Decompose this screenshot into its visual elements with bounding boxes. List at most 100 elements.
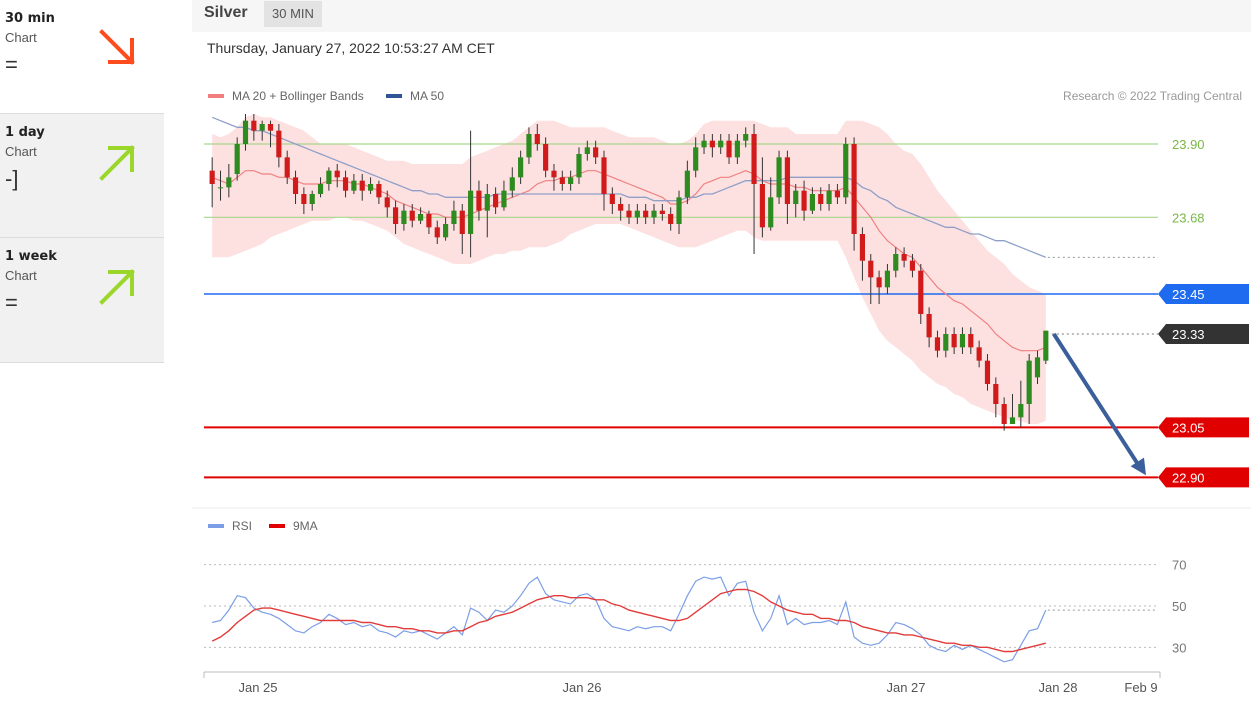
- candle: [726, 134, 732, 164]
- chart-credit: Research © 2022 Trading Central: [1063, 89, 1242, 103]
- legend-label: 9MA: [293, 519, 318, 533]
- candle: [901, 247, 907, 268]
- candle-body: [968, 334, 974, 348]
- price-tag-label: 22.90: [1172, 470, 1205, 485]
- chart-canvas: MA 20 + Bollinger Bands MA 50 Research © 2…: [192, 89, 1251, 695]
- candle: [801, 180, 807, 221]
- candle-body: [801, 190, 807, 211]
- timeframe-chart-link[interactable]: Chart: [5, 144, 37, 159]
- candle-body: [868, 260, 874, 278]
- candle: [851, 137, 857, 251]
- candle-body: [217, 187, 224, 189]
- candle-body: [568, 177, 574, 184]
- price-tag: [1158, 417, 1249, 438]
- candle-body: [309, 194, 315, 204]
- timeframe-chart-link[interactable]: Chart: [5, 268, 37, 283]
- timeframe-label: 30 min: [5, 11, 55, 26]
- candle: [659, 204, 665, 221]
- legend-swatch: [269, 524, 285, 528]
- candle: [209, 157, 215, 208]
- candle: [426, 210, 432, 234]
- arrow-up-right-icon: [99, 269, 135, 305]
- candle: [417, 207, 424, 224]
- candle: [1034, 350, 1041, 384]
- candle-body: [943, 334, 949, 351]
- candle: [401, 204, 407, 231]
- timeframe-badge[interactable]: 30 MIN: [264, 1, 322, 27]
- candle-body: [1018, 404, 1024, 418]
- candle: [267, 120, 274, 148]
- candle: [993, 377, 999, 418]
- candle: [409, 204, 415, 228]
- candle: [743, 127, 749, 148]
- candle: [893, 247, 899, 278]
- candle: [1018, 380, 1024, 428]
- candle: [776, 150, 782, 204]
- candle-body: [284, 157, 290, 178]
- candle-body: [659, 210, 665, 214]
- price-tag-label: 23.33: [1172, 327, 1205, 342]
- candle: [859, 227, 866, 281]
- candle: [276, 124, 282, 168]
- candle: [876, 270, 882, 304]
- candle: [584, 140, 590, 161]
- arrow-up-right-icon: [99, 145, 135, 181]
- chart-datetime: Thursday, January 27, 2022 10:53:27 AM C…: [207, 40, 495, 56]
- candle-body: [484, 194, 490, 211]
- candle-body: [726, 140, 732, 158]
- candle: [451, 200, 457, 231]
- timeframe-1day[interactable]: 1 day Chart -]: [0, 113, 164, 238]
- candle: [359, 174, 365, 201]
- candle: [759, 157, 765, 238]
- candle: [443, 217, 449, 241]
- legend-label: RSI: [232, 519, 252, 533]
- candle-body: [259, 124, 265, 131]
- candle: [976, 340, 982, 368]
- candle: [701, 134, 707, 154]
- candle-body: [651, 210, 657, 218]
- candle-body: [918, 270, 924, 314]
- candle-body: [893, 254, 899, 271]
- candle-body: [759, 184, 765, 228]
- candle: [684, 160, 690, 204]
- candle-body: [909, 260, 916, 271]
- candle: [943, 327, 949, 358]
- candle: [459, 204, 465, 254]
- candle: [818, 187, 824, 211]
- rsi-tick-label: 70: [1172, 558, 1186, 573]
- timeframe-30min[interactable]: 30 min Chart =: [0, 0, 164, 125]
- price-tag: [1158, 284, 1249, 304]
- candle-body: [234, 144, 240, 174]
- timeframe-1week[interactable]: 1 week Chart =: [0, 238, 164, 363]
- candle: [926, 307, 932, 348]
- candle-body: [851, 144, 857, 234]
- candle: [601, 150, 607, 211]
- level-label: 23.90: [1172, 137, 1205, 152]
- candle: [392, 200, 399, 234]
- candle: [1043, 330, 1049, 364]
- candle-body: [876, 277, 882, 288]
- candle: [301, 187, 307, 214]
- candle-body: [951, 334, 957, 348]
- candle: [951, 327, 957, 354]
- candle-body: [401, 210, 407, 224]
- candle: [676, 190, 682, 234]
- candle-body: [601, 157, 607, 194]
- candle-body: [417, 214, 424, 221]
- candle-body: [843, 144, 849, 198]
- candle-body: [618, 204, 624, 211]
- candle: [909, 254, 916, 278]
- candle-body: [451, 210, 457, 224]
- candle-body: [793, 190, 799, 204]
- candle-body: [751, 134, 757, 184]
- candle-body: [267, 124, 274, 131]
- candle-body: [226, 177, 232, 188]
- candle: [1001, 397, 1007, 431]
- candle-body: [826, 190, 832, 204]
- candle-body: [668, 214, 674, 224]
- timeframe-chart-link[interactable]: Chart: [5, 30, 37, 45]
- candle: [351, 174, 357, 194]
- timeframe-sign: =: [5, 290, 18, 315]
- candle-body: [1026, 360, 1032, 404]
- candle-body: [743, 134, 749, 141]
